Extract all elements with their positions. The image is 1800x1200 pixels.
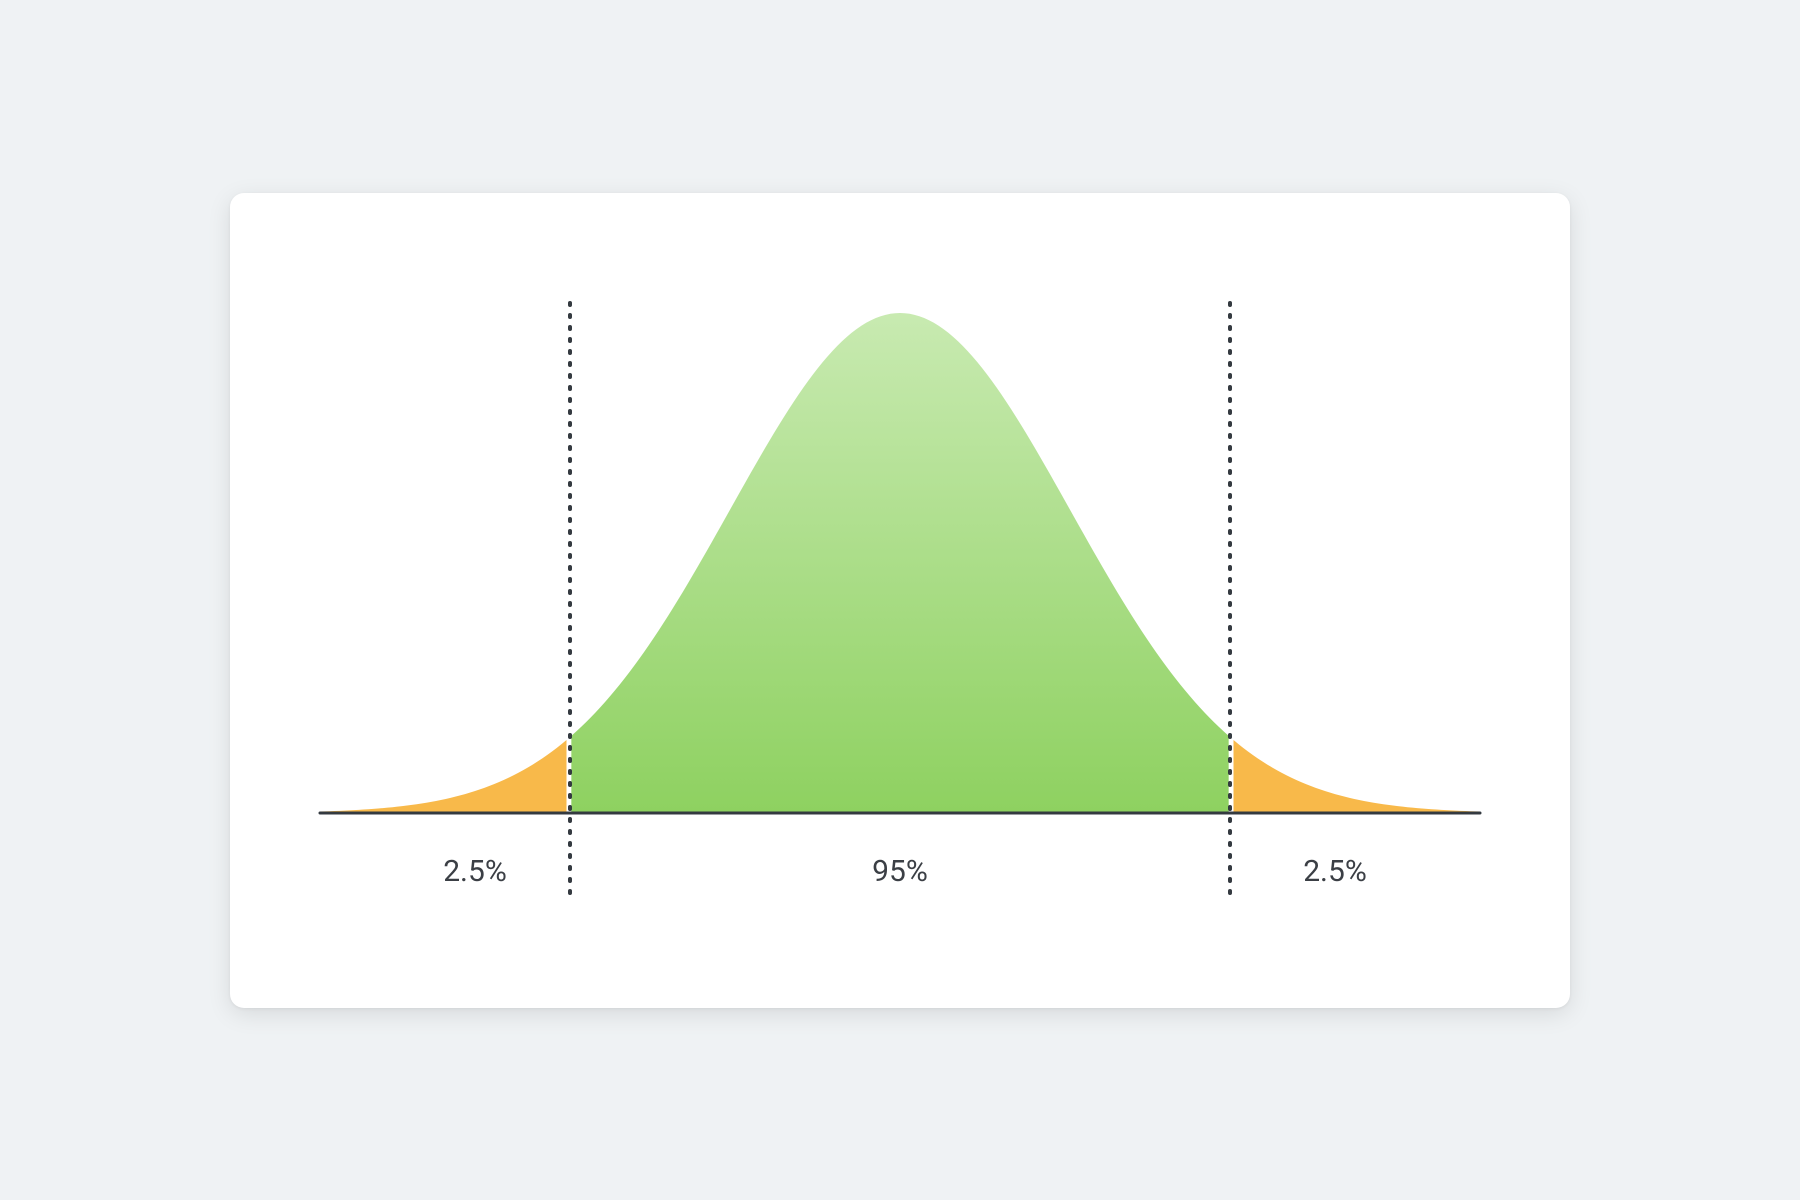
center-label: 95%	[872, 853, 928, 888]
right-tail-label: 2.5%	[1303, 853, 1367, 888]
left-tail-label: 2.5%	[443, 853, 507, 888]
center-region	[571, 313, 1228, 813]
right-tail-region	[1234, 740, 1481, 813]
left-tail-region	[320, 740, 567, 813]
chart-card: 2.5% 95% 2.5%	[230, 193, 1570, 1008]
normal-distribution-chart: 2.5% 95% 2.5%	[280, 253, 1520, 953]
